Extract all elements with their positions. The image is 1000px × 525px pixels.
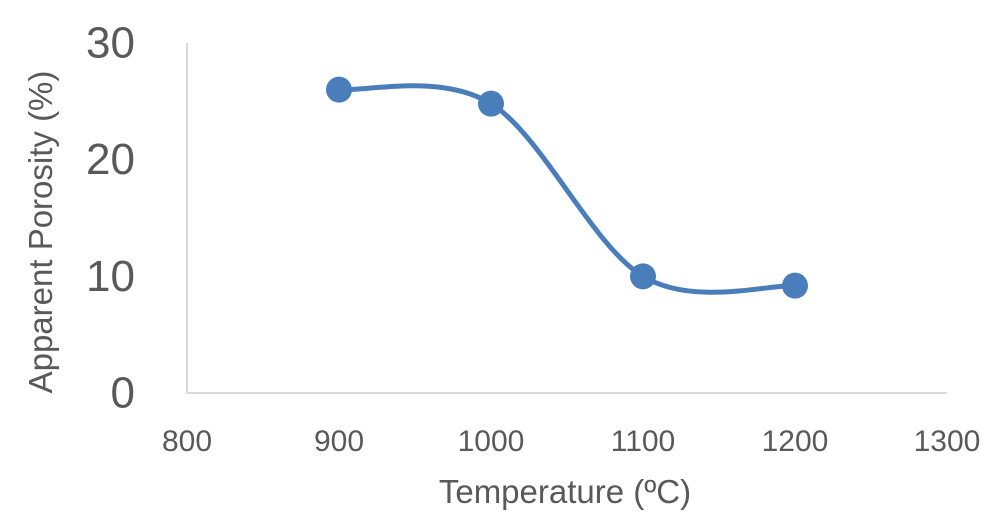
data-point bbox=[630, 263, 656, 290]
data-point bbox=[782, 272, 808, 299]
y-axis-title: Apparent Porosity (%) bbox=[22, 71, 59, 394]
x-tick-label: 1100 bbox=[611, 425, 676, 458]
x-axis-title: Temperature (ºC) bbox=[439, 473, 691, 510]
y-tick-label: 10 bbox=[86, 252, 135, 301]
data-point bbox=[326, 76, 352, 103]
x-tick-label: 1300 bbox=[914, 425, 981, 458]
data-point bbox=[478, 90, 504, 117]
axes-lines bbox=[186, 43, 947, 394]
x-tick-label: 1000 bbox=[458, 425, 525, 458]
y-tick-label: 0 bbox=[111, 369, 135, 418]
series-line bbox=[336, 83, 798, 295]
x-axis-ticks: 800 900 1000 1100 1200 1300 bbox=[162, 425, 980, 458]
x-tick-label: 800 bbox=[162, 425, 212, 458]
y-tick-label: 30 bbox=[86, 19, 135, 68]
y-axis-ticks: 0 10 20 30 bbox=[86, 19, 135, 418]
x-tick-label: 900 bbox=[314, 425, 364, 458]
data-points bbox=[326, 76, 808, 299]
x-tick-label: 1200 bbox=[762, 425, 829, 458]
y-tick-label: 20 bbox=[86, 135, 135, 184]
